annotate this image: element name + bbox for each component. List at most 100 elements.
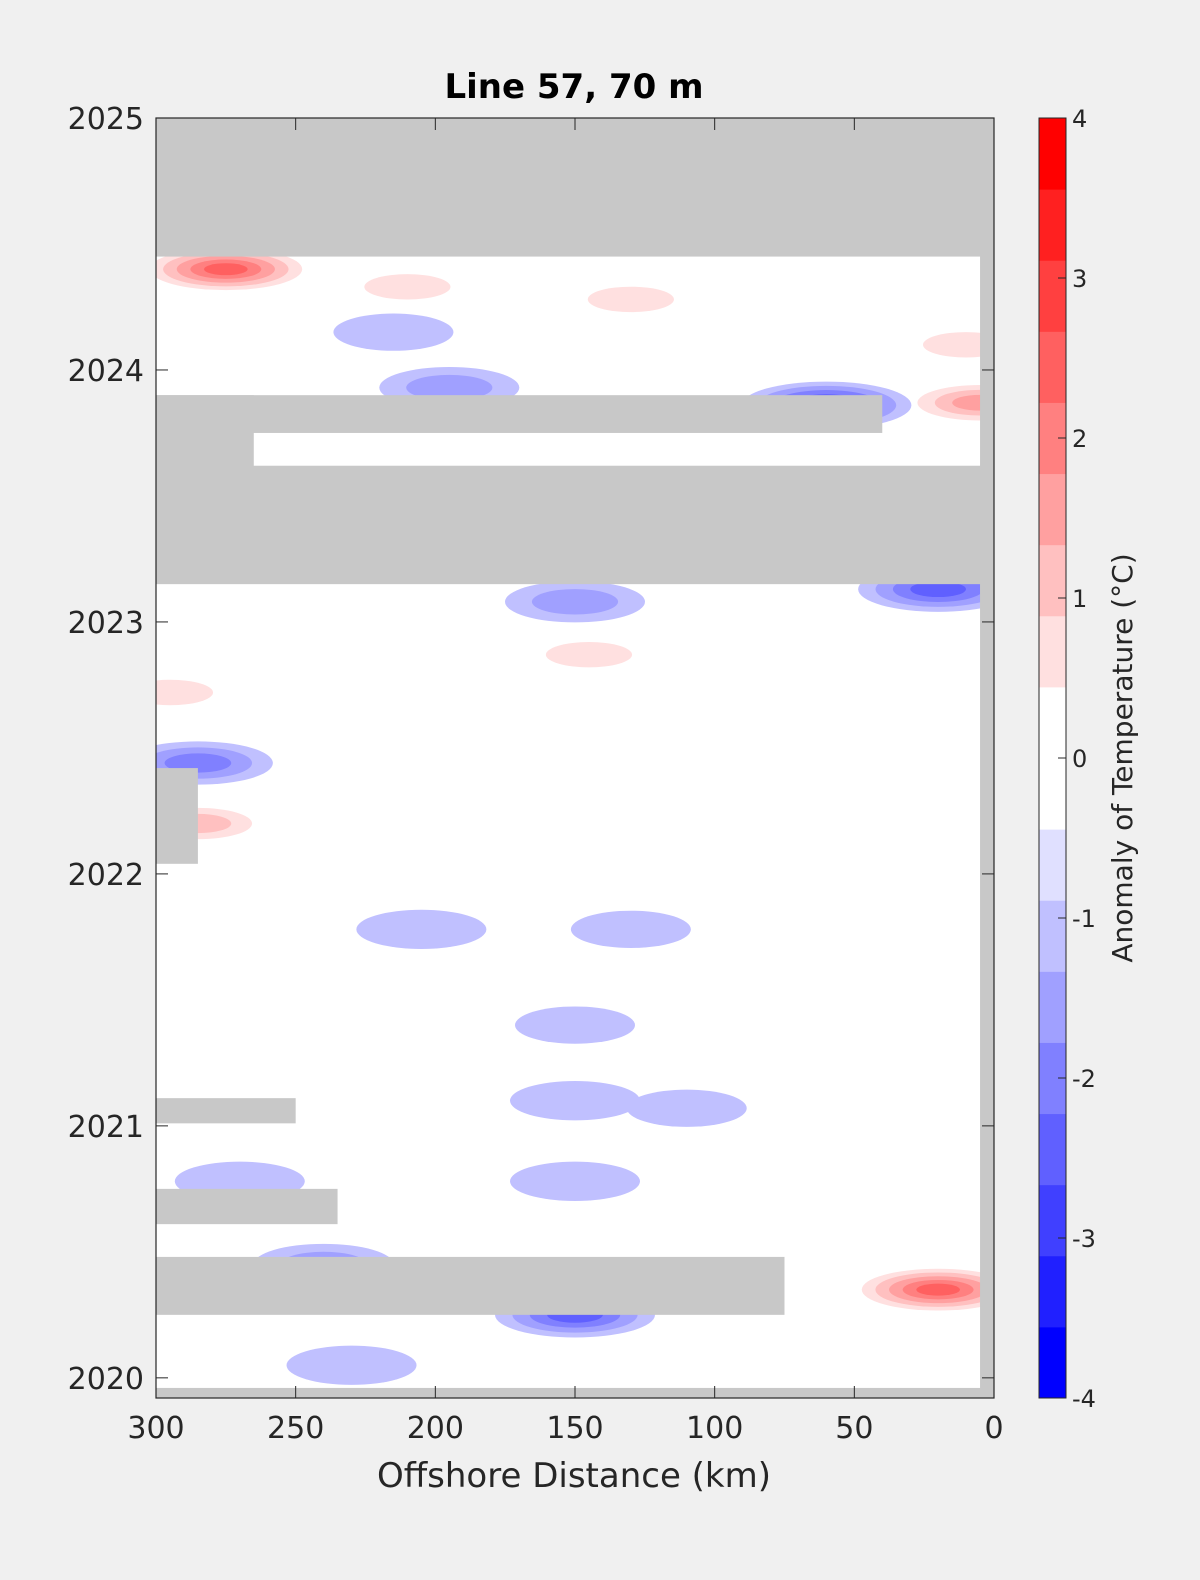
contour-level — [244, 829, 375, 869]
x-tick-label: 100 — [686, 1411, 743, 1446]
colorbar-tick-label: -4 — [1072, 1385, 1096, 1413]
anomaly-feature — [333, 313, 454, 351]
anomaly-feature — [356, 909, 487, 949]
contour-level — [515, 1006, 635, 1044]
colorbar-tick-label: 3 — [1072, 265, 1087, 293]
anomaly-feature — [156, 244, 316, 294]
contour-level — [356, 909, 487, 949]
anomaly-feature — [258, 975, 389, 1015]
no-data-region — [980, 118, 994, 1398]
y-tick-label: 2024 — [68, 354, 144, 389]
anomaly-feature — [761, 294, 892, 335]
anomaly-feature — [518, 634, 659, 676]
x-tick-label: 250 — [267, 1411, 324, 1446]
colorbar-band — [1039, 1184, 1066, 1257]
colorbar-band — [1039, 686, 1066, 759]
colorbar-band — [1039, 758, 1066, 830]
anomaly-feature — [560, 278, 701, 321]
colorbar-tick-label: -1 — [1072, 905, 1096, 933]
contour-level — [510, 1081, 640, 1121]
contour-level — [649, 1333, 780, 1373]
colorbar-band — [1039, 900, 1066, 972]
y-tick-label: 2021 — [68, 1110, 144, 1145]
contour-level — [164, 753, 232, 773]
contour-level — [258, 975, 389, 1015]
x-tick-label: 300 — [127, 1411, 184, 1446]
colorbar-band — [1039, 615, 1066, 688]
no-data-region — [156, 1256, 785, 1315]
anomaly-feature — [896, 324, 994, 366]
x-tick-label: 50 — [835, 1411, 873, 1446]
colorbar-band — [1039, 473, 1066, 546]
colorbar-tick-label: 2 — [1072, 425, 1087, 453]
anomaly-feature — [244, 829, 375, 869]
contour-level — [364, 274, 451, 300]
anomaly-feature — [649, 1333, 780, 1373]
x-axis-tick-labels: 300 250 200 150 100 50 0 — [127, 1411, 1003, 1446]
colorbar-band — [1039, 829, 1066, 901]
anomaly-feature — [156, 671, 240, 714]
x-tick-label: 200 — [407, 1411, 464, 1446]
contour-level — [156, 679, 214, 706]
contour-level — [333, 313, 454, 351]
anomaly-feature — [626, 1089, 747, 1127]
contour-level — [587, 286, 674, 313]
anomaly-feature — [515, 1006, 635, 1044]
colorbar-tick-label: 1 — [1072, 585, 1087, 613]
anomaly-feature — [337, 266, 478, 308]
colorbar-band — [1039, 544, 1066, 617]
colorbar-ticks: -4 -3 -2 -1 0 1 2 3 4 — [1058, 105, 1096, 1413]
colorbar-label: Anomaly of Temperature (°C) — [1106, 553, 1139, 962]
colorbar: -4 -3 -2 -1 0 1 2 3 4 Anomaly of Temperature (°C… — [1038, 105, 1139, 1413]
no-data-region — [156, 465, 994, 585]
chart-title: Line 57, 70 m — [444, 67, 703, 107]
contour-level — [626, 1089, 747, 1127]
y-tick-label: 2025 — [68, 102, 144, 137]
contour-level — [286, 1345, 417, 1385]
y-axis-tick-labels: 2020 2021 2022 2023 2024 2025 — [68, 102, 144, 1397]
contour-level — [406, 374, 493, 401]
contour-level — [545, 641, 633, 668]
anomaly-feature — [510, 1161, 640, 1201]
colorbar-tick-label: -3 — [1072, 1225, 1096, 1253]
colorbar-band — [1039, 118, 1066, 190]
colorbar-band — [1039, 1255, 1066, 1328]
colorbar-tick-label: -2 — [1072, 1065, 1096, 1093]
y-tick-label: 2022 — [68, 858, 144, 893]
plot-area — [155, 117, 995, 1399]
x-axis-label: Offshore Distance (km) — [377, 1456, 771, 1496]
contour-level — [204, 263, 248, 276]
colorbar-tick-label: 0 — [1072, 745, 1087, 773]
y-tick-label: 2020 — [68, 1362, 144, 1397]
anomaly-feature — [570, 910, 691, 948]
colorbar-band — [1039, 260, 1066, 332]
anomaly-feature — [286, 1345, 417, 1385]
contour-level — [531, 589, 619, 615]
contour-level — [923, 332, 994, 358]
x-tick-label: 150 — [546, 1411, 603, 1446]
no-data-layer — [156, 118, 994, 1398]
colorbar-band — [1039, 189, 1066, 261]
contour-level — [570, 910, 691, 948]
colorbar-bands — [1039, 118, 1066, 1399]
axis-ticks — [155, 117, 995, 1398]
contour-level — [761, 294, 892, 335]
no-data-region — [156, 395, 254, 476]
anomaly-feature — [342, 874, 473, 914]
colorbar-band — [1039, 331, 1066, 403]
colorbar-band — [1039, 1113, 1066, 1186]
no-data-region — [156, 1188, 338, 1225]
no-data-region — [156, 1098, 296, 1124]
colorbar-band — [1039, 1326, 1066, 1399]
contour-level — [510, 1161, 640, 1201]
colorbar-tick-label: 4 — [1072, 105, 1087, 133]
x-tick-label: 0 — [984, 1411, 1003, 1446]
anomaly-feature — [848, 1265, 994, 1315]
y-tick-label: 2023 — [68, 606, 144, 641]
contour-level — [916, 1283, 960, 1296]
no-data-region — [156, 395, 883, 433]
contour-level — [910, 581, 966, 598]
colorbar-band — [1039, 971, 1066, 1043]
